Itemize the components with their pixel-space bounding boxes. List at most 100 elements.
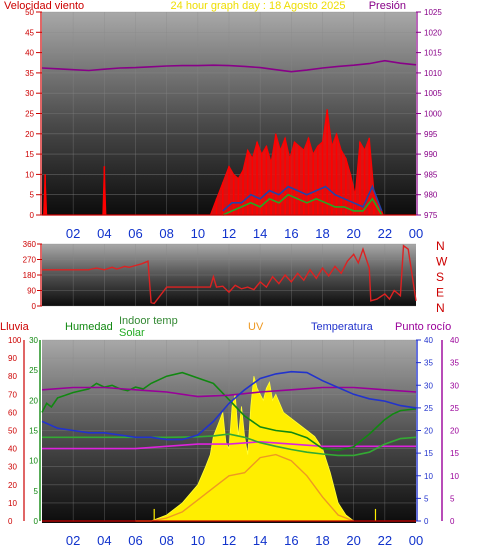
hour-tick-label: 18 [315,226,329,241]
panel3-hour-axis: 02 04 06 08 10 12 14 16 18 20 22 00 [66,533,423,548]
panel3-series [41,370,417,522]
rain-tick-label: 90 [8,354,17,363]
pressure-tick-label: 990 [424,150,438,159]
wind-direction-line [42,244,417,305]
humidity-tick-label: 20 [29,396,38,405]
hour-tick-label: 08 [159,226,173,241]
pressure-tick-label: 980 [424,191,438,200]
dew-point-tick-label: 10 [450,472,459,481]
panel1-left-axis: 0 5 10 15 20 25 30 35 40 45 50 [25,8,42,220]
legend-punto-rocio: Punto rocío [395,321,451,333]
pressure-tick-label: 1020 [424,28,442,37]
dew-point-tick-label: 0 [450,517,455,526]
direction-tick-label: 270 [23,256,37,265]
wind-tick-label: 35 [25,69,34,78]
rain-tick-label: 60 [8,408,17,417]
rain-tick-label: 30 [8,463,17,472]
compass-label: W [436,255,448,269]
wind-low-line [222,193,383,216]
hour-tick-label: 02 [66,226,80,241]
pressure-tick-label: 975 [424,211,438,220]
pressure-tick-label: 1005 [424,89,442,98]
hour-tick-label: 14 [253,533,267,548]
hour-tick-label: 12 [222,533,236,548]
wind-tick-label: 50 [25,8,34,17]
uv-line [135,453,354,522]
direction-tick-label: 180 [23,271,37,280]
wind-tick-label: 15 [25,150,34,159]
rain-tick-label: 40 [8,445,17,454]
chart-title: 24 hour graph day : 18 Agosto 2025 [171,0,346,12]
dew-point-tick-label: 40 [450,336,459,345]
hour-tick-label: 16 [284,533,298,548]
hour-tick-label: 20 [346,226,360,241]
temperature-tick-label: 25 [424,404,433,413]
pressure-tick-label: 1025 [424,8,442,17]
pressure-line [41,59,417,73]
humidity-tick-label: 5 [34,487,39,496]
humidity-tick-label: 25 [29,366,38,375]
temperature-tick-label: 30 [424,381,433,390]
temperature-tick-label: 20 [424,427,433,436]
hour-tick-label: 08 [159,533,173,548]
legend-lluvia: Lluvia [0,321,30,333]
temperature-tick-label: 0 [424,517,429,526]
panel3-axes: 0102030405060708090100051015202530051015… [8,336,459,526]
direction-tick-label: 90 [27,287,36,296]
solar-area [135,376,355,522]
temperature-tick-label: 5 [424,494,429,503]
dew-point-tick-label: 25 [450,404,459,413]
panel1-series [41,59,417,216]
rain-tick-label: 70 [8,390,17,399]
wind-tick-label: 5 [30,191,35,200]
panel2-grid [42,243,416,307]
dew-point-line [41,386,417,398]
hour-tick-label: 04 [97,533,111,548]
hour-tick-label: 16 [284,226,298,241]
pressure-tick-label: 995 [424,130,438,139]
hour-tick-label: 22 [378,533,392,548]
compass-label: N [436,301,445,315]
humidity-tick-label: 0 [34,517,39,526]
hour-tick-label: 12 [222,226,236,241]
pressure-axis-title: Presión [369,0,406,12]
rain-tick-label: 80 [8,372,17,381]
direction-tick-label: 360 [23,240,37,249]
direction-tick-label: 0 [32,302,37,311]
humidity-tick-label: 15 [29,427,38,436]
rain-tick-label: 10 [8,499,17,508]
temperature-humidity-panel: 0102030405060708090100051015202530051015… [8,336,459,548]
wind-average-line [222,184,383,212]
rain-tick-label: 20 [8,481,17,490]
wind-tick-label: 0 [30,211,35,220]
hour-tick-label: 00 [409,533,423,548]
temperature-tick-label: 10 [424,472,433,481]
temperature-tick-label: 40 [424,336,433,345]
dew-point-tick-label: 5 [450,494,455,503]
panel2-left-axis: 0 90 180 270 360 [23,240,42,311]
rain-tick-label: 0 [8,517,13,526]
legend-uv: UV [248,321,264,333]
legend-humedad: Humedad [65,321,113,333]
dew-point-tick-label: 15 [450,449,459,458]
hour-tick-label: 00 [409,226,423,241]
wind-tick-label: 20 [25,130,34,139]
temperature-tick-label: 15 [424,449,433,458]
hour-tick-label: 06 [128,226,142,241]
dew-point-tick-label: 20 [450,427,459,436]
wind-speed-axis-title: Velocidad viento [4,0,84,12]
wind-tick-label: 10 [25,170,34,179]
legend-temperatura: Temperatura [311,321,374,333]
panel2-series [42,244,417,305]
rain-tick-label: 50 [8,427,17,436]
pressure-tick-label: 1015 [424,49,442,58]
legend-indoor-temp: Indoor temp [119,315,178,327]
compass-label: E [436,286,444,300]
hour-tick-label: 10 [191,226,205,241]
pressure-tick-label: 985 [424,170,438,179]
legend-solar: Solar [119,327,145,339]
